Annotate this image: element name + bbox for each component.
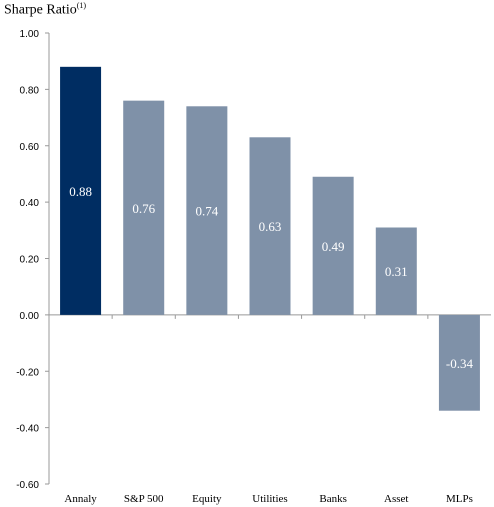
y-tick-label: -0.40	[16, 424, 39, 435]
bar	[60, 66, 102, 315]
x-tick-label: Asset	[384, 493, 408, 505]
y-tick-label: 0.40	[20, 198, 40, 209]
bar	[123, 100, 165, 315]
bar-value-label: 0.63	[259, 219, 282, 234]
x-tick-label: Annaly	[64, 493, 97, 505]
x-tick-label: Equity	[192, 493, 222, 505]
bar	[438, 314, 480, 411]
bar	[186, 106, 228, 315]
y-tick-label: 0.60	[20, 142, 40, 153]
bar-value-label: -0.34	[446, 356, 474, 371]
y-tick-label: 0.20	[20, 255, 40, 266]
y-tick-label: 0.80	[20, 85, 40, 96]
bar-value-label: 0.74	[195, 204, 218, 219]
bar-value-label: 0.88	[69, 184, 92, 199]
x-tick-label: MLPs	[446, 493, 473, 505]
bar-value-label: 0.76	[132, 201, 155, 216]
y-tick-label: 1.00	[20, 29, 40, 40]
bar	[249, 137, 291, 315]
bar	[312, 176, 354, 315]
bar-value-label: 0.49	[322, 239, 345, 254]
x-tick-label: S&P 500	[124, 493, 164, 505]
y-tick-label: 0.00	[20, 311, 40, 322]
bar-value-label: 0.31	[385, 264, 408, 279]
chart-title: Sharpe Ratio(1)	[4, 1, 87, 18]
y-tick-label: -0.60	[16, 480, 39, 491]
x-tick-label: Utilities	[252, 493, 287, 505]
x-tick-label: Banks	[319, 493, 347, 505]
chart-title-footnote: (1)	[76, 1, 87, 10]
bar	[375, 227, 417, 315]
y-tick-label: -0.20	[16, 367, 39, 378]
